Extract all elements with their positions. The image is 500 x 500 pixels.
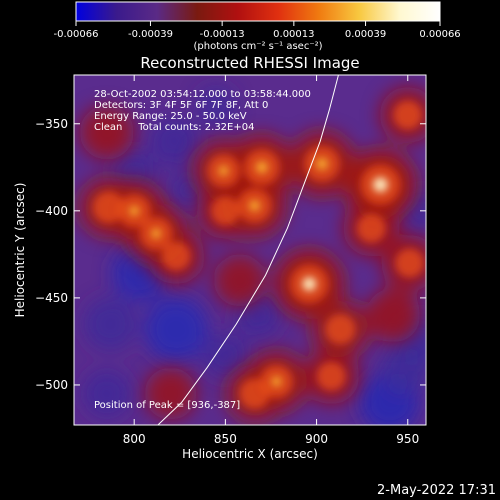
plot-frame (73, 74, 427, 426)
heatmap-hot-core (393, 100, 423, 130)
heatmap-hot-core (356, 213, 386, 243)
colorbar-tick-label: -0.00013 (200, 29, 245, 40)
x-tick-label: 950 (396, 432, 419, 446)
peak-position-label: Position of Peak = [936,-387] (94, 400, 240, 411)
footer-timestamp: 2-May-2022 17:31 (377, 483, 496, 498)
heatmap-peak-core (372, 177, 388, 193)
x-tick-label: 800 (123, 432, 146, 446)
colorbar-tick-label: 0.00066 (419, 29, 460, 40)
heatmap-hot-region (144, 367, 197, 420)
heatmap-hot-core (210, 196, 240, 226)
heatmap-hot-core (316, 361, 346, 391)
colorbar-units: (photons cm⁻² s⁻¹ asec⁻²) (193, 41, 322, 52)
heatmap-dark-region (202, 332, 249, 379)
colorbar-tick-label: 0.00039 (345, 29, 386, 40)
colorbar-tick-label: 0.00013 (273, 29, 314, 40)
heatmap-hot-core (239, 378, 270, 409)
heatmap-hot-region (366, 288, 421, 343)
x-axis-label: Heliocentric X (arcsec) (182, 447, 318, 461)
annotation-block: 28-Oct-2002 03:54:12.000 to 03:58:44.000… (94, 89, 311, 133)
colorbar-gradient (75, 1, 441, 22)
solar-limb-curve (157, 75, 339, 425)
y-tick-label: −450 (35, 291, 68, 305)
x-tick-label: 850 (214, 432, 237, 446)
heatmap-hot-top (129, 157, 388, 387)
heatmap-peak-core (255, 161, 268, 174)
x-tick-label: 900 (305, 432, 328, 446)
heatmap-dark-region (150, 117, 199, 166)
heatmap-peak-core (151, 228, 162, 239)
heatmap-peak-core (302, 276, 317, 291)
annotation-energy-range: Energy Range: 25.0 - 50.0 keV (94, 111, 247, 122)
y-axis-label: Heliocentric Y (arcsec) (13, 183, 27, 318)
heatmap-layer (78, 86, 426, 425)
heatmap-peak-core (249, 200, 261, 212)
heatmap-peak-core (271, 376, 282, 387)
colorbar: -0.00066 -0.00039 -0.00013 0.00013 0.00039 0.… (54, 1, 461, 52)
heatmap-dark-region (379, 346, 426, 396)
y-tick-label: −400 (35, 204, 68, 218)
heatmap-peak-core (129, 205, 140, 216)
annotation-clean-counts: Clean Total counts: 2.32E+04 (94, 122, 254, 133)
colorbar-tick-label: -0.00039 (128, 29, 173, 40)
heatmap-peak-core (316, 157, 329, 170)
heatmap-peak-core (218, 165, 229, 176)
heatmap-hot-core (395, 248, 424, 278)
heatmap-hot-region (213, 254, 266, 307)
heatmap-hot-core (161, 241, 191, 271)
axis-ticks: 800 850 900 950 −350 −400 −450 −500 (35, 75, 426, 446)
colorbar-tick-label: -0.00066 (54, 29, 99, 40)
y-tick-label: −500 (35, 378, 68, 392)
image-panel: 800 850 900 950 −350 −400 −450 −500 (35, 74, 427, 446)
heatmap-dark-region (144, 297, 209, 362)
heatmap-dark-region (83, 297, 138, 351)
heatmap-hot-core (92, 191, 125, 224)
heatmap-hot-core (325, 314, 356, 345)
annotation-time-range: 28-Oct-2002 03:54:12.000 to 03:58:44.000 (94, 89, 311, 100)
y-tick-label: −350 (35, 117, 68, 131)
chart-title: Reconstructed RHESSI Image (140, 54, 359, 72)
annotation-detectors: Detectors: 3F 4F 5F 6F 7F 8F, Att 0 (94, 100, 268, 111)
heatmap-dark-region (195, 86, 237, 127)
heatmap-hot-region (79, 105, 134, 160)
heatmap-dark-region (82, 369, 131, 418)
colorbar-ticks: -0.00066 -0.00039 -0.00013 0.00013 0.00039 0.… (54, 21, 461, 40)
